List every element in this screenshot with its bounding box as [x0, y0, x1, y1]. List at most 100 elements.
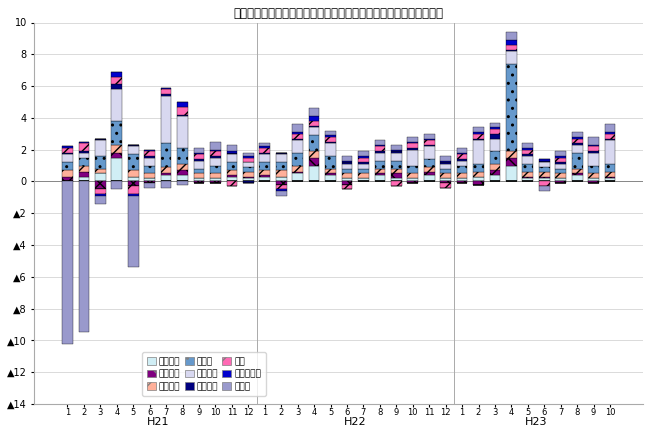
Bar [342, 164, 352, 169]
Bar [572, 145, 582, 153]
Bar [161, 89, 172, 94]
Bar [408, 149, 418, 165]
Bar [424, 139, 435, 140]
Bar [539, 159, 550, 161]
Bar [309, 126, 319, 127]
Bar [177, 148, 188, 164]
Bar [325, 135, 336, 137]
Bar [111, 72, 122, 76]
Bar [259, 154, 270, 162]
Bar [259, 175, 270, 177]
Bar [555, 164, 566, 169]
Bar [276, 177, 287, 181]
Bar [128, 146, 138, 154]
Bar [276, 189, 287, 191]
Bar [79, 165, 89, 172]
Bar [408, 165, 418, 174]
Bar [325, 130, 336, 135]
Bar [210, 158, 221, 165]
Bar [144, 149, 155, 151]
Bar [161, 174, 172, 175]
Bar [539, 186, 550, 191]
Bar [489, 127, 500, 129]
Bar [358, 162, 369, 164]
Bar [539, 177, 550, 178]
Bar [408, 143, 418, 148]
Bar [374, 151, 385, 153]
Bar [128, 145, 138, 146]
Bar [276, 154, 287, 162]
Bar [489, 170, 500, 175]
Bar [374, 169, 385, 174]
Bar [523, 172, 533, 177]
Bar [523, 177, 533, 178]
Bar [95, 174, 106, 181]
Bar [227, 153, 237, 154]
Bar [440, 169, 451, 174]
Bar [111, 181, 122, 189]
Title: 三重県鉱工業生産の業種別前月比寄与度の推移（季節調整済指数）: 三重県鉱工業生産の業種別前月比寄与度の推移（季節調整済指数） [234, 7, 444, 20]
Bar [473, 139, 484, 140]
Bar [358, 178, 369, 181]
Bar [523, 178, 533, 181]
Bar [506, 50, 517, 51]
Bar [506, 151, 517, 158]
Bar [128, 186, 138, 194]
Bar [144, 174, 155, 178]
Bar [292, 165, 303, 172]
Bar [506, 165, 517, 181]
Bar [342, 162, 352, 164]
Bar [128, 170, 138, 177]
Bar [276, 170, 287, 177]
Bar [210, 142, 221, 149]
Bar [161, 181, 172, 188]
Bar [506, 45, 517, 50]
Bar [408, 178, 418, 181]
Bar [161, 175, 172, 181]
Bar [128, 177, 138, 181]
Bar [408, 181, 418, 183]
Bar [111, 145, 122, 153]
Bar [473, 132, 484, 134]
Bar [194, 148, 204, 153]
Bar [408, 174, 418, 178]
Bar [539, 181, 550, 186]
Bar [309, 151, 319, 158]
Bar [177, 107, 188, 114]
Bar [210, 149, 221, 151]
Bar [391, 145, 402, 149]
Bar [391, 174, 402, 178]
Bar [489, 175, 500, 181]
Bar [128, 194, 138, 196]
Bar [391, 178, 402, 181]
Bar [539, 167, 550, 172]
Bar [95, 156, 106, 169]
Bar [325, 142, 336, 143]
Bar [177, 181, 188, 184]
Bar [489, 134, 500, 139]
Bar [506, 64, 517, 151]
Bar [342, 181, 352, 184]
Bar [259, 148, 270, 153]
Bar [457, 153, 467, 154]
Bar [62, 181, 73, 343]
Bar [604, 164, 616, 172]
Bar [243, 158, 254, 162]
Bar [473, 181, 484, 184]
Bar [391, 181, 402, 186]
Bar [555, 156, 566, 158]
Bar [555, 181, 566, 183]
Bar [309, 127, 319, 135]
Bar [111, 85, 122, 89]
Bar [111, 121, 122, 145]
Bar [276, 153, 287, 154]
Bar [210, 165, 221, 174]
Bar [424, 172, 435, 175]
Bar [194, 154, 204, 159]
Bar [259, 170, 270, 175]
Bar [457, 174, 467, 178]
Bar [374, 146, 385, 151]
Bar [588, 146, 599, 151]
Bar [604, 172, 616, 177]
Bar [292, 124, 303, 132]
